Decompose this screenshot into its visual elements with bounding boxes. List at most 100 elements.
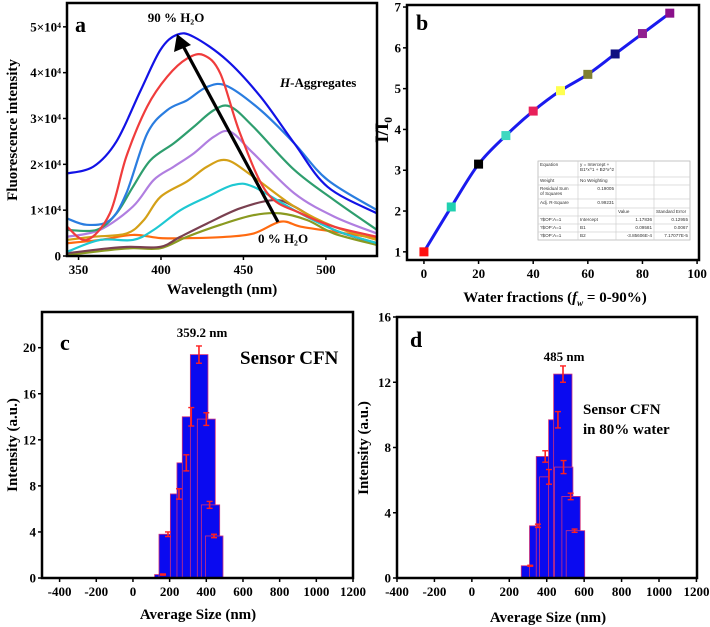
y-tick-label: 12 — [378, 375, 391, 390]
x-tick-label: -400 — [385, 584, 409, 599]
sample-label: Sensor CFN — [240, 348, 339, 369]
plot-frame — [40, 310, 355, 580]
x-axis-title: Wavelength (nm) — [167, 282, 277, 298]
panel-label: c — [60, 330, 70, 355]
annotation-0-water: 0 % H₂O — [258, 231, 308, 246]
spectrum-line — [67, 53, 377, 242]
annotation-90-water: 90 % H₂O — [148, 10, 205, 25]
spectrum-line — [67, 104, 377, 233]
spectrum-line — [67, 129, 377, 238]
spectrum-line — [67, 220, 377, 245]
x-tick-label: 600 — [233, 584, 253, 599]
peak-label: 359.2 nm — [177, 325, 228, 340]
x-tick-label: 0 — [469, 584, 476, 599]
arrow-head-icon — [174, 34, 191, 52]
x-tick-label: -200 — [423, 584, 447, 599]
panel-d-size-distribution: -400 -200 0 200 400 600 800 1000 1200 0 4 8 12 16 d 4… — [356, 310, 709, 627]
x-tick-label: 60 — [581, 266, 594, 281]
table-cell-text: Adj. R-Square — [540, 200, 569, 205]
sample-label-line2: in 80% water — [583, 422, 670, 438]
histogram-bar — [158, 533, 171, 579]
x-tick-label: 400 — [197, 584, 217, 599]
y-tick-label: 12 — [23, 432, 36, 447]
x-tick-label: 1200 — [340, 584, 366, 599]
panel-label: a — [75, 12, 86, 37]
table-cell-text: 0.12955 — [671, 217, 688, 222]
y-tick-label: 2×10⁴ — [30, 157, 61, 172]
x-tick-label: 800 — [612, 584, 632, 599]
y-tick-label: 16 — [378, 310, 392, 325]
x-tick-label: -400 — [48, 584, 72, 599]
table-cell-text: ?$OP:A=1 — [540, 233, 562, 238]
table-cell-text: of Squares — [540, 191, 563, 196]
x-axis-title: Average Size (nm) — [140, 607, 256, 623]
y-axis-title: Intensity (a.u.) — [5, 398, 21, 492]
plot-frame — [65, 1, 379, 258]
plot-area: 350 400 450 500 0 1×10⁴ 2×10⁴ 3×10⁴ 4×10⁴ 5×10⁴ — [30, 1, 379, 277]
panel-b-intensity-ratio: 0 20 40 60 80 100 1 2 3 4 5 6 7 b Water fractions (f… — [372, 0, 707, 308]
data-point-marker — [528, 106, 538, 116]
table-cell-text: B1 — [580, 225, 586, 230]
x-tick-label: 1000 — [303, 584, 329, 599]
x-tick-label: 200 — [500, 584, 520, 599]
data-point-marker — [474, 159, 484, 169]
x-axis-title: Water fractions (fw = 0-90%) — [463, 290, 646, 308]
y-tick-label: 20 — [23, 340, 36, 355]
x-tick-label: 1000 — [646, 584, 672, 599]
histogram-bar — [204, 535, 224, 579]
plot-frame — [405, 3, 701, 262]
table-cell-text: 1.17836 — [635, 217, 652, 222]
data-point-marker — [665, 8, 675, 18]
data-point-marker — [446, 202, 456, 212]
y-tick-label: 4 — [395, 122, 402, 137]
data-point-marker — [501, 131, 511, 141]
spectra-lines — [67, 32, 377, 256]
panel-a-fluorescence-spectra: 350 400 450 500 0 1×10⁴ 2×10⁴ 3×10⁴ 4×10⁴ 5×10⁴ a… — [5, 1, 379, 298]
y-tick-label: 8 — [385, 440, 392, 455]
data-point-marker — [556, 86, 566, 96]
table-cell-text: y = Intercept + — [580, 162, 610, 167]
y-tick-label: 6 — [395, 40, 402, 55]
plot-area: 0 20 40 60 80 100 1 2 3 4 5 6 7 — [395, 0, 707, 281]
y-tick-label: 5×10⁴ — [30, 19, 61, 34]
annotation-h-aggregates: H-Aggregates — [279, 75, 356, 90]
y-tick-label: 1 — [395, 244, 402, 259]
table-cell-text: Equation — [540, 162, 559, 167]
y-tick-label: 0 — [55, 249, 62, 264]
table-cell-text: ?$OP:A=1 — [540, 225, 562, 230]
x-tick-label: 20 — [472, 266, 485, 281]
x-tick-label: 600 — [574, 584, 594, 599]
data-point-marker — [610, 49, 620, 59]
y-tick-label: 7 — [395, 0, 402, 15]
y-tick-label: 8 — [30, 478, 37, 493]
x-tick-label: 500 — [316, 262, 336, 277]
y-tick-label: 3×10⁴ — [30, 111, 61, 126]
table-cell-text: Intercept — [580, 217, 599, 222]
panel-label: d — [410, 327, 422, 352]
x-tick-label: 1200 — [683, 584, 709, 599]
y-tick-label: 2 — [395, 204, 402, 219]
y-tick-label: 3 — [395, 163, 402, 178]
x-tick-label: 100 — [687, 266, 707, 281]
table-cell — [653, 231, 691, 241]
panel-c-size-distribution: -400 -200 0 200 400 600 800 1000 1200 0 4 8 12 16 20 c… — [5, 310, 366, 623]
fit-line — [422, 11, 671, 253]
x-tick-label: -200 — [84, 584, 108, 599]
plot-area: -400 -200 0 200 400 600 800 1000 1200 0 4 8 12 16 — [378, 310, 709, 600]
y-axis-title: I/I₀ — [372, 117, 393, 143]
x-tick-label: 80 — [636, 266, 649, 281]
data-point-marker — [637, 29, 647, 39]
table-cell-text: Standard Error — [656, 209, 687, 214]
y-tick-label: 16 — [23, 386, 37, 401]
table-cell-text: Residual Sum — [540, 186, 569, 191]
table-cell-text: No Weighting — [580, 178, 608, 183]
y-axis-title: Intensity (a.u.) — [356, 401, 372, 495]
table-cell-text: 0.19005 — [597, 186, 614, 191]
plot-area: -400 -200 0 200 400 600 800 1000 1200 0 4 8 12 16 20 — [23, 310, 366, 599]
spectrum-line — [67, 32, 377, 215]
table-cell-text: B2 — [580, 233, 586, 238]
y-tick-label: 0 — [385, 571, 392, 586]
x-tick-label: 200 — [160, 584, 180, 599]
table-cell-text: ?$OP:A=1 — [540, 217, 562, 222]
